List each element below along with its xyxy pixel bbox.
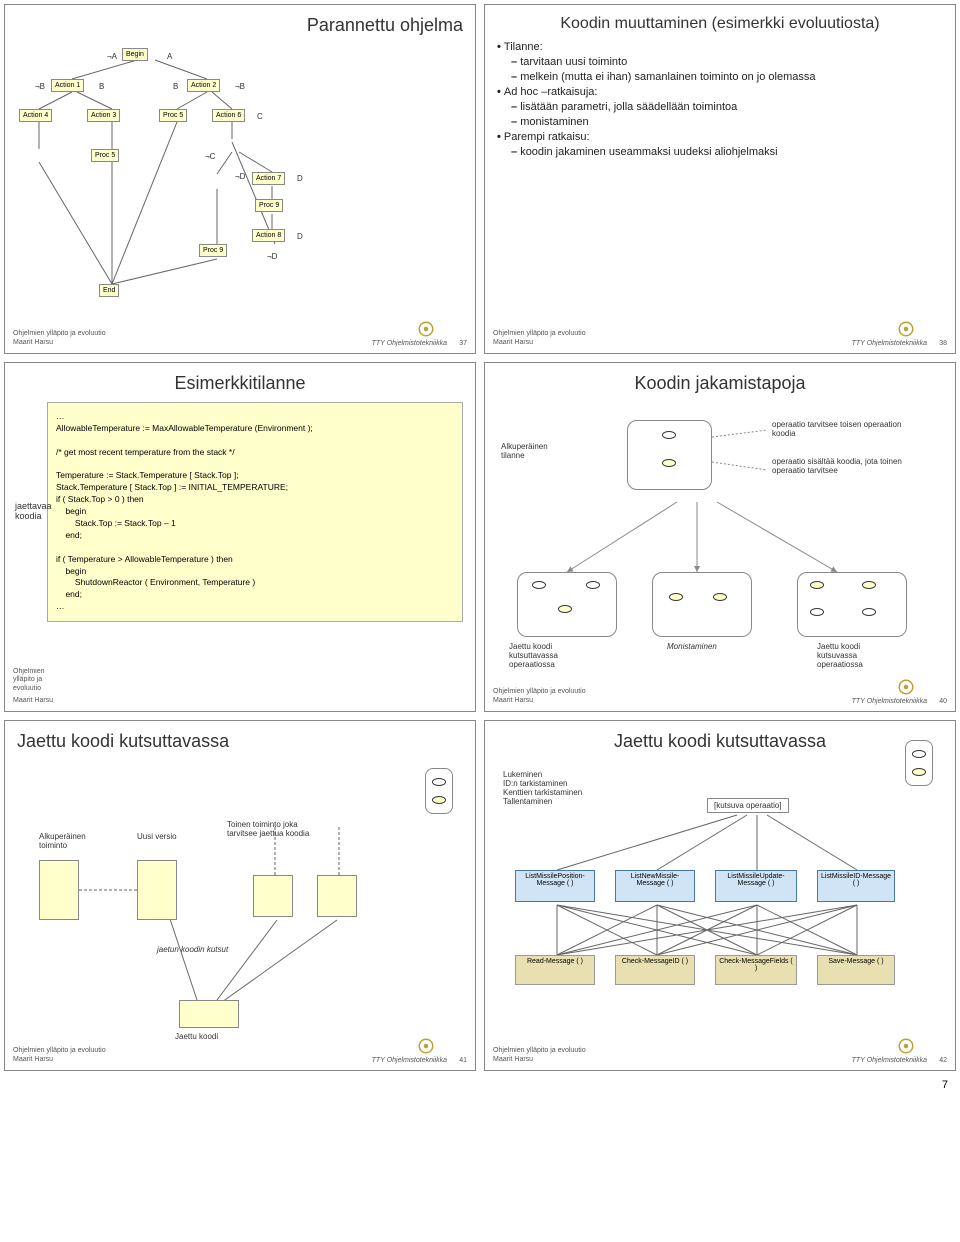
flowchart: Begin ¬A A Action 1 ¬B B Action 2 B ¬B A… (17, 44, 463, 294)
footer-left: Ohjelmien ylläpito ja evoluutioMaarit Ha… (493, 1047, 586, 1064)
orig-group (627, 420, 712, 490)
slide-42: Jaettu koodi kutsuttavassa Lukeminen ID:… (484, 720, 956, 1071)
footer-right: TTY Ohjelmistotekniikka (372, 340, 447, 347)
node-a4: Action 4 (19, 109, 52, 122)
gear-icon (897, 678, 915, 696)
slide-38: Koodin muuttaminen (esimerkki evoluutios… (484, 4, 956, 354)
diagram: Lukeminen ID:n tarkistaminen Kenttien ta… (497, 760, 943, 1040)
box-shared (179, 1000, 239, 1028)
diagram: Alkuperäinen tilanne operaatio tarvitsee… (497, 402, 943, 672)
side-label: jaettavaa koodia (15, 501, 55, 521)
node-p9a: Proc 9 (255, 199, 283, 212)
bullet-list: Tilanne: tarvitaan uusi toiminto melkein… (497, 41, 943, 158)
page-number: 7 (0, 1075, 960, 1095)
footer-right: TTY Ohjelmistotekniikka (852, 698, 927, 705)
row1-1: ListNewMissile-Message ( ) (615, 870, 695, 902)
node-end: End (99, 284, 119, 297)
box-other2 (317, 875, 357, 917)
slide-title: Koodin muuttaminen (esimerkki evoluutios… (497, 15, 943, 33)
row1-0: ListMissilePosition-Message ( ) (515, 870, 595, 902)
node-a7: Action 7 (252, 172, 285, 185)
node-a2: Action 2 (187, 79, 220, 92)
gear-icon (417, 1037, 435, 1055)
footer-left: Ohjelmien ylläpito ja evoluutioMaarit Ha… (493, 330, 586, 347)
node-a8: Action 8 (252, 229, 285, 242)
node-a3: Action 3 (87, 109, 120, 122)
slide-num: 37 (459, 340, 467, 347)
slide-title: Parannettu ohjelma (17, 15, 463, 36)
slide-num: 38 (939, 340, 947, 347)
footer-left: Ohjelmien ylläpito ja evoluutioMaarit Ha… (13, 330, 106, 347)
footer-right: TTY Ohjelmistotekniikka (372, 1057, 447, 1064)
node-p5: Proc 5 (159, 109, 187, 122)
node-p5a: Proc 5 (91, 149, 119, 162)
node-p9b: Proc 9 (199, 244, 227, 257)
row1-3: ListMissileID-Message ( ) (817, 870, 895, 902)
diagram: Alkuperäinen toiminto Uusi versio Toinen… (17, 760, 463, 1040)
footer-right: TTY Ohjelmistotekniikka (852, 1057, 927, 1064)
row1-2: ListMissileUpdate-Message ( ) (715, 870, 797, 902)
node-a6: Action 6 (212, 109, 245, 122)
slide-title: Jaettu koodi kutsuttavassa (497, 731, 943, 752)
node-a1: Action 1 (51, 79, 84, 92)
footer-right: TTY Ohjelmistotekniikka (852, 340, 927, 347)
footer-left: Ohjelmien ylläpito ja evoluutioMaarit Ha… (13, 668, 53, 705)
slide-40: Koodin jakamistapoja Alkuperäinen tilann… (484, 362, 956, 712)
node-begin: Begin (122, 48, 148, 61)
row2-3: Save-Message ( ) (817, 955, 895, 985)
box-other1 (253, 875, 293, 917)
slide-title: Esimerkkitilanne (17, 373, 463, 394)
row2-2: Check-MessageFields ( ) (715, 955, 797, 985)
slide-title: Koodin jakamistapoja (497, 373, 943, 394)
slide-num: 41 (459, 1057, 467, 1064)
slide-37: Parannettu ohjelma Begin ¬A A Action 1 ¬… (4, 4, 476, 354)
legend-icon (425, 768, 453, 814)
box-orig (39, 860, 79, 920)
footer-left: Ohjelmien ylläpito ja evoluutioMaarit Ha… (13, 1047, 106, 1064)
slide-title: Jaettu koodi kutsuttavassa (17, 731, 463, 752)
code-box: … AllowableTemperature := MaxAllowableTe… (47, 402, 463, 622)
gear-icon (897, 320, 915, 338)
slide-41: Jaettu koodi kutsuttavassa Alkuperäinen … (4, 720, 476, 1071)
slide-39: Esimerkkitilanne jaettavaa koodia … Allo… (4, 362, 476, 712)
row2-0: Read-Message ( ) (515, 955, 595, 985)
row2-1: Check-MessageID ( ) (615, 955, 695, 985)
call-box: [kutsuva operaatio] (707, 798, 789, 813)
legend-icon (905, 740, 933, 786)
box-new (137, 860, 177, 920)
slide-num: 42 (939, 1057, 947, 1064)
gear-icon (897, 1037, 915, 1055)
slide-num: 40 (939, 698, 947, 705)
gear-icon (417, 320, 435, 338)
footer-left: Ohjelmien ylläpito ja evoluutioMaarit Ha… (493, 688, 586, 705)
